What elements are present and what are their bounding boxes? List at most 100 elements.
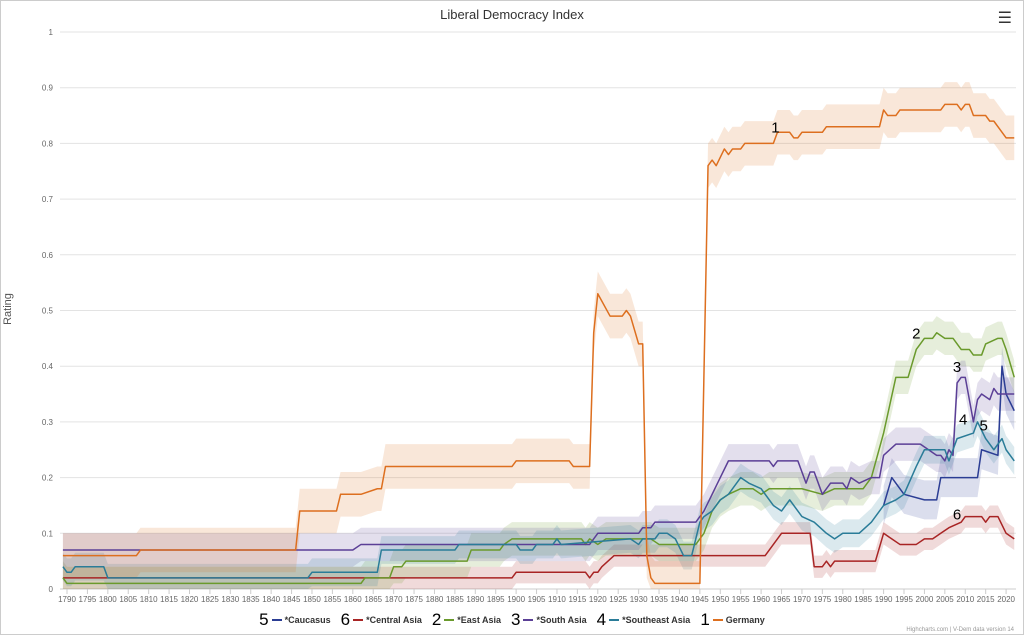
- x-tick-label: 1855: [323, 595, 341, 604]
- legend-label: *Caucasus: [284, 615, 331, 625]
- x-tick-label: 1960: [752, 595, 770, 604]
- x-tick-label: 1795: [79, 595, 97, 604]
- legend-number: 2: [431, 610, 442, 629]
- x-tick-label: 1860: [344, 595, 362, 604]
- chart-title: Liberal Democracy Index: [440, 7, 584, 22]
- confidence-band: [883, 346, 1015, 525]
- legend-symbol: [609, 619, 620, 621]
- x-tick-label: 1955: [732, 595, 750, 604]
- x-tick-label: 1945: [691, 595, 709, 604]
- legend-item[interactable]: 3 *South Asia: [511, 610, 587, 630]
- hamburger-menu-icon[interactable]: ☰: [997, 10, 1012, 27]
- legend-number: 4: [596, 610, 607, 629]
- x-tick-label: 1875: [405, 595, 423, 604]
- x-tick-label: 1825: [201, 595, 219, 604]
- x-tick-label: 1800: [99, 595, 117, 604]
- x-tick-label: 1975: [813, 595, 831, 604]
- x-tick-label: 1815: [160, 595, 178, 604]
- x-tick-label: 2015: [977, 595, 995, 604]
- legend-label: Germany: [725, 615, 765, 625]
- y-tick-label: 0.2: [42, 474, 54, 483]
- series-annotation: 6: [953, 506, 961, 523]
- y-tick-label: 0.1: [42, 529, 54, 538]
- y-tick-label: 1: [49, 28, 54, 37]
- confidence-band: [62, 407, 1015, 589]
- y-tick-label: 0.4: [42, 362, 54, 371]
- legend-symbol: [353, 619, 364, 621]
- x-tick-label: 2010: [956, 595, 974, 604]
- x-tick-label: 1980: [834, 595, 852, 604]
- x-tick-label: 2000: [916, 595, 934, 604]
- x-tick-label: 1865: [364, 595, 382, 604]
- legend-number: 3: [511, 610, 521, 629]
- x-tick-label: 1940: [671, 595, 689, 604]
- x-tick-label: 1970: [793, 595, 811, 604]
- x-tick-label: 1870: [385, 595, 403, 604]
- x-tick-label: 1935: [650, 595, 668, 604]
- series-annotation: 1: [771, 119, 779, 136]
- x-tick-label: 1990: [875, 595, 893, 604]
- x-tick-label: 1905: [528, 595, 546, 604]
- series-line: [62, 103, 1015, 585]
- x-tick-label: 1890: [466, 595, 484, 604]
- legend-item[interactable]: 4 *Southeast Asia: [597, 610, 691, 630]
- legend-number: 5: [259, 610, 269, 629]
- confidence-band: [62, 505, 1015, 589]
- x-tick-label: 1790: [58, 595, 76, 604]
- x-tick-label: 1950: [711, 595, 729, 604]
- x-tick-label: 1880: [426, 595, 444, 604]
- legend-symbol: [523, 619, 534, 621]
- x-tick-label: 1840: [262, 595, 280, 604]
- x-tick-label: 1850: [303, 595, 321, 604]
- legend-symbol: [444, 619, 455, 621]
- x-tick-label: 1830: [221, 595, 239, 604]
- series-line: [882, 365, 1015, 506]
- series-annotation: 5: [979, 417, 987, 434]
- x-tick-label: 1820: [181, 595, 199, 604]
- confidence-band: [62, 360, 1015, 567]
- y-tick-label: 0.6: [42, 251, 54, 260]
- series-annotation: 4: [959, 412, 967, 429]
- y-tick-label: 0.9: [42, 84, 54, 93]
- x-tick-label: 1910: [548, 595, 566, 604]
- x-tick-label: 1810: [140, 595, 158, 604]
- credits[interactable]: Highcharts.com | V-Dem data version 14: [906, 627, 1014, 633]
- x-tick-label: 1895: [487, 595, 505, 604]
- x-tick-label: 2005: [936, 595, 954, 604]
- legend-number: 6: [340, 610, 351, 629]
- series-line: [62, 515, 1015, 579]
- x-tick-label: 1985: [854, 595, 872, 604]
- y-tick-label: 0.8: [42, 139, 54, 148]
- legend: 5 *Caucasus 6 *Central Asia 2 *East Asia 3 *Sou…: [0, 610, 1024, 630]
- y-tick-label: 0.3: [42, 418, 54, 427]
- legend-label: *South Asia: [536, 615, 587, 625]
- legend-label: *Southeast Asia: [622, 615, 691, 625]
- series-line: [62, 332, 1015, 585]
- confidence-band: [62, 316, 1015, 589]
- x-tick-label: 1845: [283, 595, 301, 604]
- x-tick-label: 1930: [630, 595, 648, 604]
- legend-number: 1: [700, 610, 710, 629]
- series-line: [62, 376, 1015, 551]
- x-tick-label: 1885: [446, 595, 464, 604]
- confidence-band: [62, 82, 1015, 589]
- x-tick-label: 1805: [119, 595, 137, 604]
- legend-item[interactable]: 1 Germany: [700, 610, 765, 630]
- legend-label: *East Asia: [457, 615, 501, 625]
- x-tick-label: 1920: [589, 595, 607, 604]
- y-tick-label: 0.7: [42, 195, 54, 204]
- series-annotation: 3: [953, 359, 961, 376]
- y-tick-label: 0: [49, 585, 54, 594]
- legend-symbol: [712, 619, 723, 621]
- series-line: [62, 421, 1015, 579]
- legend-item[interactable]: 5 *Caucasus: [259, 610, 331, 630]
- legend-item[interactable]: 6 *Central Asia: [341, 610, 422, 630]
- x-tick-label: 2020: [997, 595, 1015, 604]
- x-tick-label: 1900: [507, 595, 525, 604]
- y-tick-label: 0.5: [42, 307, 54, 316]
- legend-label: *Central Asia: [366, 615, 422, 625]
- x-tick-label: 1995: [895, 595, 913, 604]
- legend-symbol: [271, 619, 282, 621]
- legend-item[interactable]: 2 *East Asia: [432, 610, 501, 630]
